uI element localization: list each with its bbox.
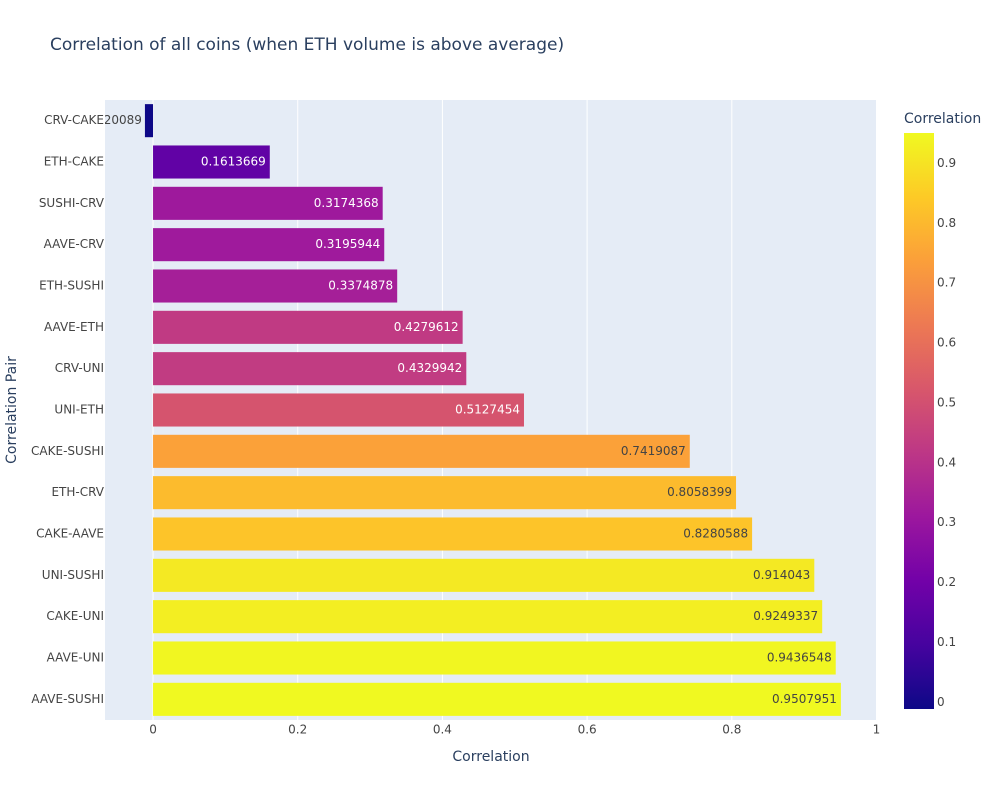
y-tick-label: ETH-CAKE — [44, 155, 104, 169]
value-label: 0.9507951 — [772, 692, 837, 706]
bar — [153, 393, 524, 427]
value-label: 0.4279612 — [394, 320, 459, 334]
value-label: 0.4329942 — [397, 361, 462, 375]
bar — [153, 310, 463, 344]
value-label: 0.3174368 — [314, 196, 379, 210]
y-tick-label: UNI-ETH — [54, 403, 104, 417]
colorbar-tick-label: 0.5 — [937, 395, 956, 409]
bar — [153, 228, 385, 262]
colorbar-tick-label: 0 — [937, 695, 945, 709]
chart-title: Correlation of all coins (when ETH volum… — [50, 35, 564, 55]
x-tick-label: 1 — [873, 723, 881, 737]
y-tick-label: CAKE-AAVE — [36, 527, 104, 541]
y-tick-label: AAVE-SUSHI — [31, 692, 104, 706]
bar — [153, 269, 398, 303]
bar — [144, 104, 154, 138]
bar — [153, 186, 383, 220]
bar — [153, 558, 815, 592]
bar — [153, 352, 467, 386]
y-axis-title: Correlation Pair — [4, 356, 20, 464]
x-tick-label: 0 — [149, 723, 157, 737]
x-tick-label: 0.6 — [578, 723, 597, 737]
y-tick-label: ETH-SUSHI — [39, 279, 104, 293]
bar — [153, 682, 841, 716]
value-label: 0.9436548 — [767, 651, 832, 665]
x-tick-label: 0.4 — [433, 723, 452, 737]
y-tick-label: CAKE-UNI — [46, 609, 104, 623]
colorbar-tick-label: 0.4 — [937, 455, 956, 469]
colorbar-title: Correlation — [904, 111, 981, 127]
value-label: 0.1613669 — [201, 155, 266, 169]
x-tick-label: 0.2 — [288, 723, 307, 737]
colorbar-tick-label: 0.2 — [937, 575, 956, 589]
value-label: 0.8280588 — [683, 527, 748, 541]
bar — [153, 434, 690, 468]
bar — [153, 145, 270, 179]
bar — [153, 517, 753, 551]
value-label: 0.3374878 — [328, 279, 393, 293]
value-label: 0.9249337 — [753, 609, 818, 623]
x-tick-label: 0.8 — [722, 723, 741, 737]
y-tick-label: ETH-CRV — [51, 485, 104, 499]
colorbar-tick-label: 0.6 — [937, 336, 956, 350]
y-tick-label: CAKE-SUSHI — [31, 444, 104, 458]
value-label: 0.8058399 — [667, 485, 732, 499]
x-axis-title: Correlation — [452, 749, 529, 765]
value-label: 0.914043 — [753, 568, 810, 582]
colorbar-tick-label: 0.1 — [937, 635, 956, 649]
y-tick-label: AAVE-CRV — [44, 237, 105, 251]
y-tick-label: AAVE-UNI — [47, 651, 104, 665]
colorbar — [904, 133, 934, 709]
value-label: 0.7419087 — [621, 444, 686, 458]
y-tick-label: AAVE-ETH — [44, 320, 104, 334]
bar — [153, 476, 737, 510]
bars: 0.9507951 0.9436548 0.9249337 0.914043 0.828… — [65, 104, 841, 716]
y-tick-label: SUSHI-CRV — [39, 196, 105, 210]
y-tick-label: CRV-UNI — [55, 361, 104, 375]
bar — [153, 641, 836, 675]
colorbar-tick-label: 0.3 — [937, 515, 956, 529]
y-tick-label: CRV-CAKE — [44, 113, 104, 127]
value-label: 0.3195944 — [315, 237, 380, 251]
colorbar-tick-label: 0.8 — [937, 216, 956, 230]
y-tick-label: UNI-SUSHI — [42, 568, 104, 582]
bar — [153, 600, 823, 634]
value-label: -0.01120089 — [65, 113, 142, 127]
value-label: 0.5127454 — [455, 403, 520, 417]
colorbar-tick-label: 0.9 — [937, 156, 956, 170]
colorbar-tick-label: 0.7 — [937, 276, 956, 290]
